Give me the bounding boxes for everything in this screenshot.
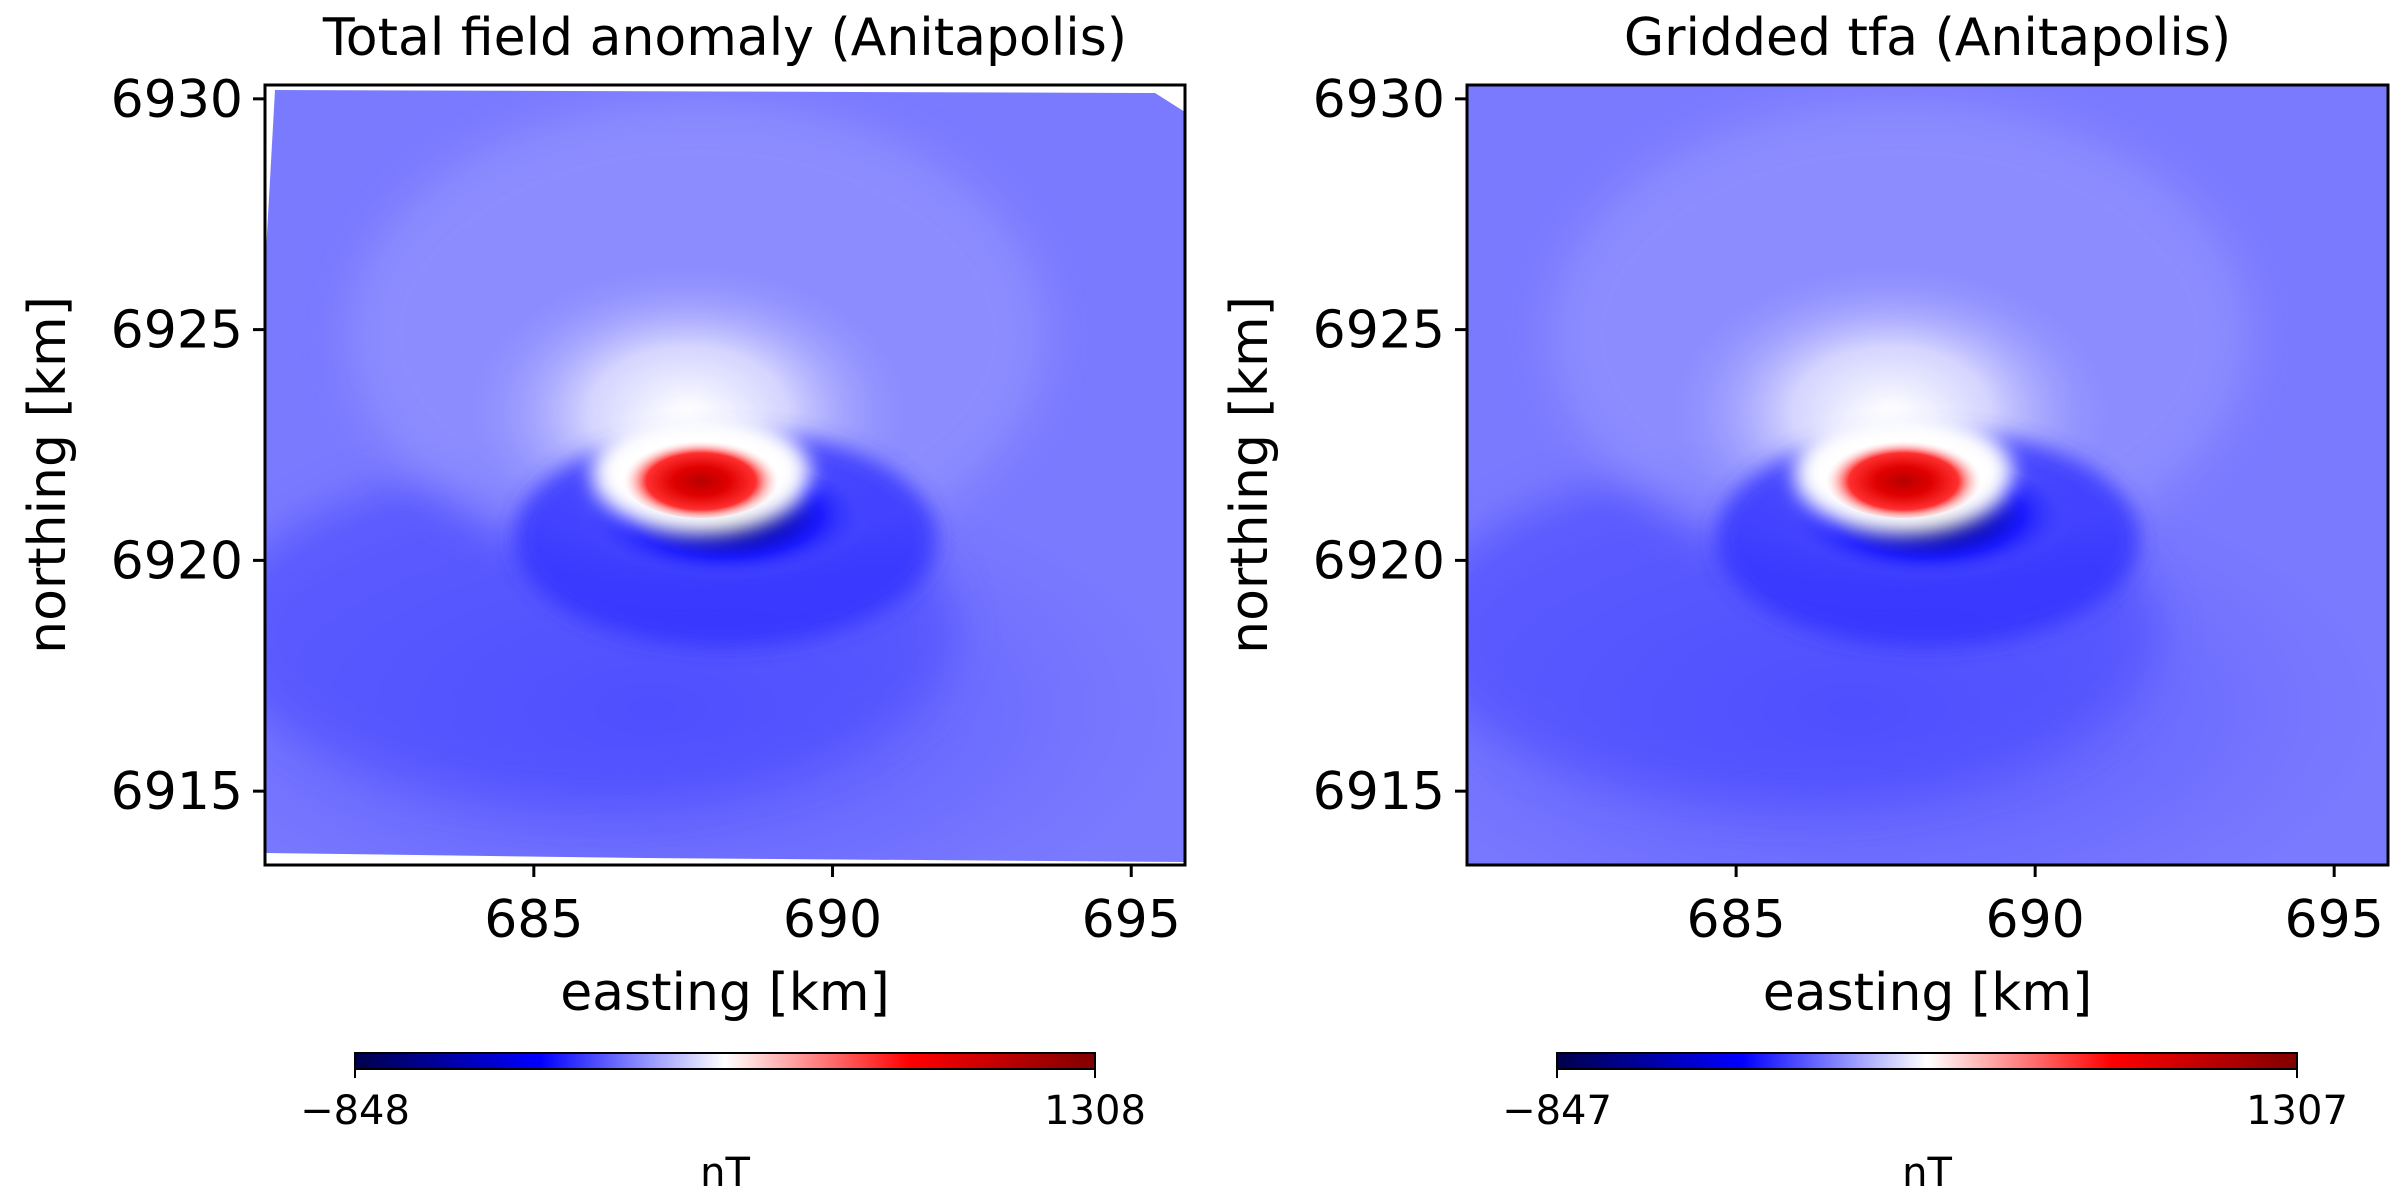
positive-lobe [622,436,780,518]
y-tick-label: 6930 [1313,70,1445,130]
colorbar: −847 1307 nT [1502,1052,2348,1196]
positive-lobe [1825,436,1982,518]
colorbar-gradient [354,1052,1096,1070]
y-tick-label: 6915 [111,762,243,822]
colorbar-max-label: 1307 [2246,1088,2348,1134]
x-tick-label: 690 [1986,890,2085,950]
anomaly-field [1467,85,2388,865]
x-tick-label: 685 [484,890,583,950]
y-axis-label: northing [km] [18,296,78,654]
y-tick-label: 6915 [1313,762,1445,822]
y-tick-label: 6920 [1313,531,1445,591]
x-tick-label: 695 [2285,890,2384,950]
colorbar-min-label: −848 [300,1088,410,1134]
y-tick-label: 6925 [111,301,243,361]
chart-panel-1: 685 690 695 6915 6920 6925 6930 Total field ano… [18,8,1187,1196]
colorbar-unit-label: nT [700,1150,750,1196]
x-axis-label: easting [km] [1763,963,2093,1023]
y-tick-label: 6920 [111,531,243,591]
axes-frame [263,83,1187,867]
x-tick-label: 695 [1082,890,1181,950]
y-tick-label: 6925 [1313,301,1445,361]
x-axis-label: easting [km] [560,963,890,1023]
x-tick-label: 690 [783,890,882,950]
x-tick-label: 685 [1686,890,1785,950]
chart-title: Gridded tfa (Anitapolis) [1624,8,2231,68]
anomaly-field [265,90,1185,862]
colorbar-min-label: −847 [1502,1088,1612,1134]
colorbar-max-label: 1308 [1044,1088,1146,1134]
chart-title: Total field anomaly (Anitapolis) [322,8,1127,68]
chart-panel-2: 685 690 695 6915 6920 6925 6930 Gridded tfa (An… [1220,8,2390,1196]
axes-frame [1465,83,2390,867]
colorbar-gradient [1556,1052,2298,1070]
colorbar-unit-label: nT [1902,1150,1952,1196]
colorbar: −848 1308 nT [300,1052,1146,1196]
y-axis-label: northing [km] [1220,296,1280,654]
y-tick-label: 6930 [111,70,243,130]
